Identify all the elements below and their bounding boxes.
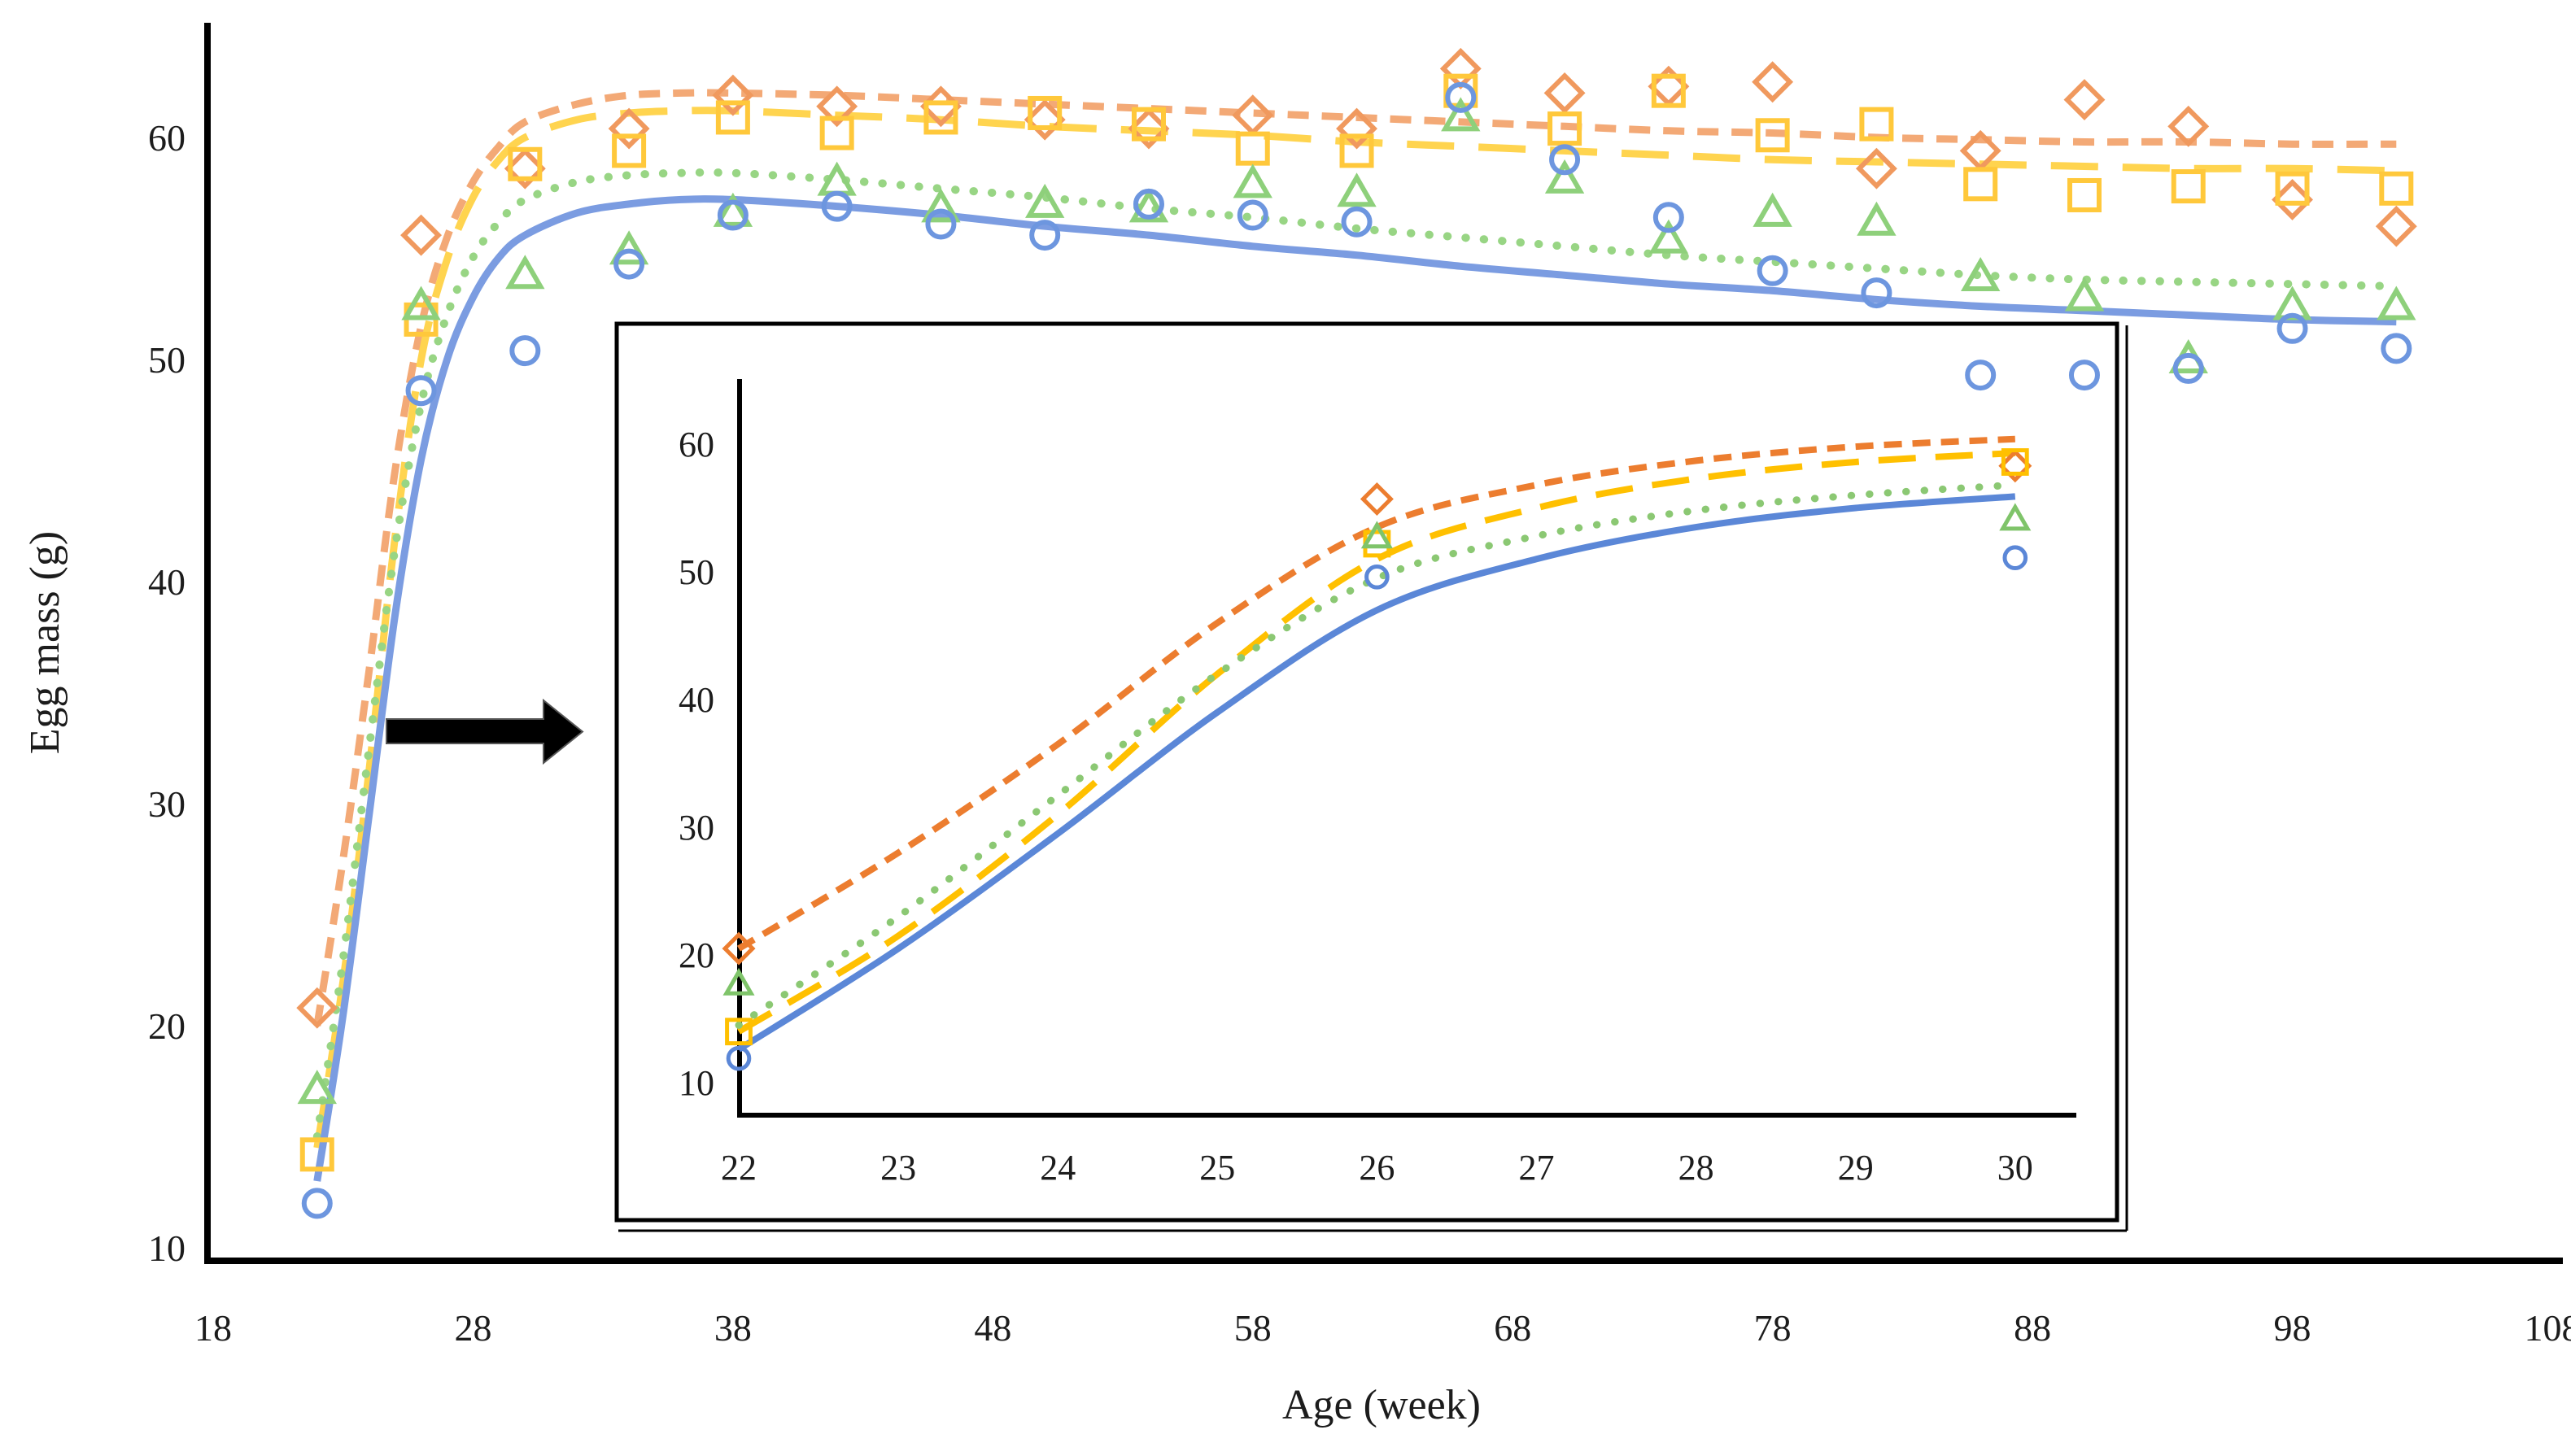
inset-tick-labels: 10 20 30 40 50 60 22 23 24 25 26 27 28 29 30 — [679, 425, 2033, 1188]
main-x-tick-48: 48 — [974, 1307, 1011, 1349]
markers-blue-circle-solid — [301, 81, 2412, 1219]
markers-green-triangle-dotted — [722, 503, 2032, 996]
inset-y-tick-40: 40 — [679, 680, 714, 720]
inset-y-tick-50: 50 — [679, 552, 714, 592]
curve-yellow-square-long-dash — [313, 107, 2397, 1149]
inset-x-tick-26: 26 — [1359, 1148, 1395, 1188]
inset-markers — [722, 448, 2032, 1071]
inset-y-tick-10: 10 — [679, 1063, 714, 1103]
markers-blue-circle-solid — [726, 545, 2028, 1071]
inset-y-tick-60: 60 — [679, 425, 714, 464]
main-x-tick-28: 28 — [454, 1307, 491, 1349]
main-x-tick-58: 58 — [1234, 1307, 1272, 1349]
inset-chart: 10 20 30 40 50 60 22 23 24 25 26 27 28 29 30 — [614, 321, 2128, 1232]
inset-x-tick-24: 24 — [1040, 1148, 1076, 1188]
inset-x-tick-28: 28 — [1678, 1148, 1714, 1188]
main-markers — [296, 47, 2417, 1219]
inset-x-tick-29: 29 — [1838, 1148, 1874, 1188]
magnify-arrow-icon — [386, 698, 584, 765]
curve-green-triangle-dotted — [312, 168, 2401, 1141]
main-x-tick-98: 98 — [2274, 1307, 2311, 1349]
main-x-tick-108: 108 — [2524, 1307, 2571, 1349]
inset-x-tick-23: 23 — [880, 1148, 916, 1188]
main-x-tick-78: 78 — [1754, 1307, 1792, 1349]
main-x-tick-38: 38 — [714, 1307, 752, 1349]
main-x-tick-88: 88 — [2014, 1307, 2051, 1349]
curve-blue-circle-solid — [736, 493, 2016, 1053]
main-y-tick-50: 50 — [148, 339, 186, 381]
main-x-axis-title: Age (week) — [1282, 1382, 1481, 1428]
main-x-tick-18: 18 — [194, 1307, 232, 1349]
main-chart: Age (week) Egg mass (g) — [22, 89, 2401, 1428]
curve-blue-circle-solid — [313, 195, 2397, 1182]
main-tick-labels: 10 20 30 40 50 60 18 28 38 48 58 68 78 88 98 108 — [148, 117, 2571, 1349]
inset-x-tick-27: 27 — [1519, 1148, 1555, 1188]
main-axes — [204, 23, 2563, 1264]
inset-border-box — [614, 321, 2119, 1223]
main-y-axis-title: Egg mass (g) — [22, 531, 68, 754]
inset-x-tick-22: 22 — [721, 1148, 757, 1188]
inset-x-tick-25: 25 — [1199, 1148, 1235, 1188]
inset-x-tick-30: 30 — [1997, 1148, 2033, 1188]
main-y-tick-20: 20 — [148, 1005, 186, 1047]
main-y-tick-10: 10 — [148, 1227, 186, 1269]
main-y-tick-40: 40 — [148, 561, 186, 603]
curve-orange-diamond-short-dash — [313, 89, 2397, 1027]
inset-y-tick-20: 20 — [679, 935, 714, 975]
main-fitted-curves — [312, 89, 2401, 1182]
curve-yellow-square-long-dash — [736, 450, 2016, 1035]
inset-y-tick-30: 30 — [679, 808, 714, 848]
main-y-tick-60: 60 — [148, 117, 186, 159]
main-x-tick-68: 68 — [1494, 1307, 1531, 1349]
main-y-tick-30: 30 — [148, 783, 186, 825]
